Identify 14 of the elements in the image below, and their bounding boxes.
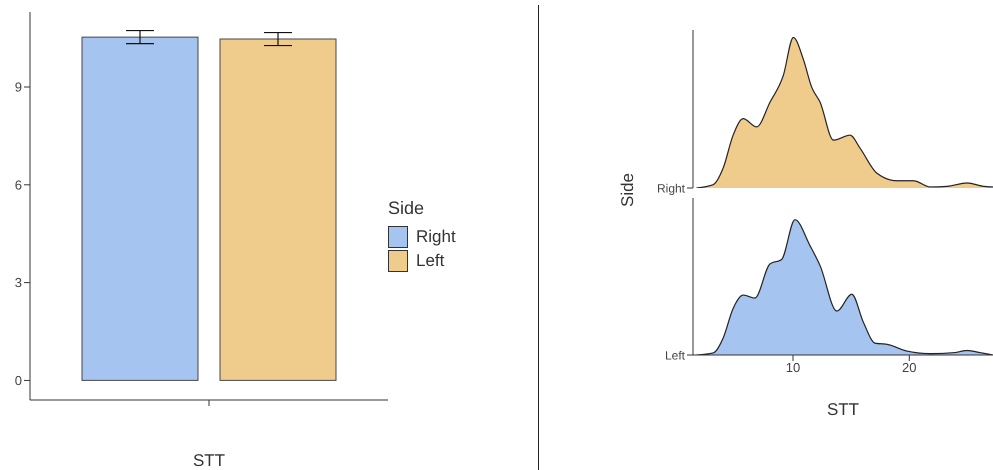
legend-label: Left <box>415 250 446 272</box>
legend-label: Right <box>415 226 457 248</box>
series-label: Left <box>664 348 686 362</box>
legend-title: Side <box>388 198 426 218</box>
x-axis-title: STT <box>192 451 226 470</box>
y-tick-label: 6 <box>14 177 22 192</box>
y-tick-label: 3 <box>14 275 22 290</box>
x-axis-title: STT <box>826 400 860 419</box>
x-tick-label: 10 <box>786 360 800 376</box>
series-label: Right <box>656 181 686 196</box>
y-axis-title: Side <box>618 172 638 208</box>
x-tick-label: 20 <box>902 360 917 376</box>
y-tick-label: 0 <box>14 373 22 388</box>
y-tick-label: 9 <box>14 80 22 95</box>
